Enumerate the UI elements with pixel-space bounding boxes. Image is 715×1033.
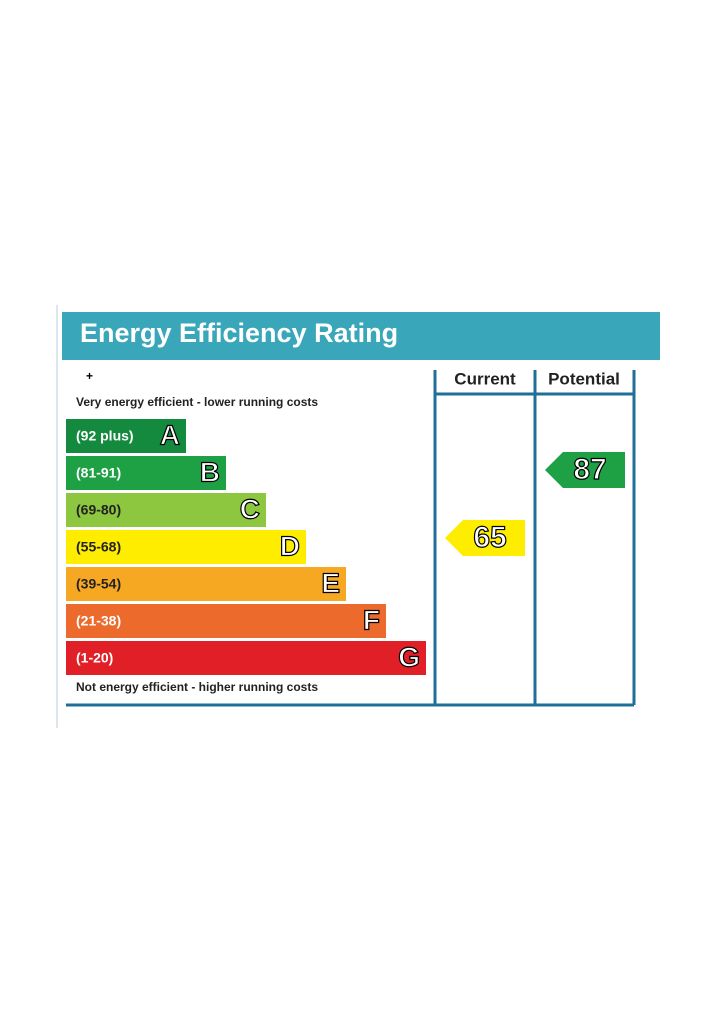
band-range: (1-20) [76, 650, 113, 666]
column-header: Potential [548, 369, 620, 388]
band [66, 567, 346, 601]
band-letter: A [160, 419, 180, 450]
potential-arrow [545, 452, 625, 488]
top-note: Very energy efficient - lower running co… [76, 395, 318, 409]
band-letter: D [280, 530, 300, 561]
band-letter: C [240, 493, 260, 524]
band-letter: F [363, 604, 380, 635]
band [66, 604, 386, 638]
bands: (92 plus) A (81-91) B (69-80) C (55-68) D (39-54… [66, 419, 426, 675]
potential-value: 87 [573, 453, 606, 486]
bottom-note: Not energy efficient - higher running co… [76, 680, 318, 694]
band [66, 641, 426, 675]
band [66, 493, 266, 527]
current-value: 65 [473, 521, 506, 554]
band-letter: G [398, 641, 420, 672]
band [66, 419, 186, 453]
band-range: (39-54) [76, 576, 121, 592]
band-range: (69-80) [76, 502, 121, 518]
band-range: (21-38) [76, 613, 121, 629]
current-arrow [445, 520, 525, 556]
column-header: Current [454, 369, 516, 388]
title-bar [62, 312, 660, 360]
band-letter: B [200, 456, 220, 487]
band [66, 530, 306, 564]
band-letter: E [321, 567, 340, 598]
marker: + [86, 369, 93, 383]
band-range: (81-91) [76, 465, 121, 481]
band [66, 456, 226, 490]
title: Energy Efficiency Rating [80, 318, 398, 348]
band-range: (92 plus) [76, 428, 134, 444]
band-range: (55-68) [76, 539, 121, 555]
